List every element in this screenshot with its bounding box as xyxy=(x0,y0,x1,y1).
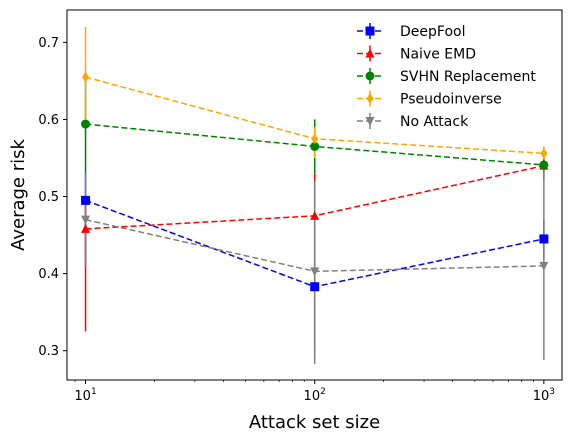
x-tick-label: 103 xyxy=(533,387,555,404)
data-point-deepfool xyxy=(81,195,91,205)
data-point-no-attack xyxy=(310,267,320,277)
legend-marker-pseudoinverse xyxy=(366,93,374,104)
y-tick-label: 0.5 xyxy=(38,190,59,205)
x-axis-label: Attack set size xyxy=(249,412,380,433)
data-point-svhn-replacement xyxy=(310,141,320,151)
data-point-pseudoinverse xyxy=(540,147,548,159)
legend-marker-naive-emd xyxy=(365,48,375,58)
y-tick-label: 0.4 xyxy=(38,267,59,282)
x-axis-ticks: 101 102 103 xyxy=(74,380,555,404)
data-point-naive-emd xyxy=(310,210,320,220)
y-axis-ticks: 0.3 0.4 0.5 0.6 0.7 xyxy=(38,36,67,359)
x-tick-label: 101 xyxy=(74,387,96,404)
data-point-deepfool xyxy=(539,234,549,244)
y-tick-label: 0.6 xyxy=(38,113,59,128)
series-markers xyxy=(81,71,549,292)
data-point-svhn-replacement xyxy=(539,160,549,170)
legend-marker-no-attack xyxy=(365,117,375,126)
legend-label-no-attack: No Attack xyxy=(400,114,469,130)
legend-label-svhn-replacement: SVHN Replacement xyxy=(400,69,536,85)
legend-marker-deepfool xyxy=(365,26,375,36)
legend-label-deepfool: DeepFool xyxy=(400,24,465,40)
data-point-no-attack xyxy=(539,261,549,271)
data-point-pseudoinverse xyxy=(82,71,90,83)
data-point-svhn-replacement xyxy=(81,119,91,129)
legend-label-naive-emd: Naive EMD xyxy=(400,47,476,63)
y-tick-label: 0.7 xyxy=(38,36,59,51)
data-point-naive-emd xyxy=(81,223,91,233)
x-tick-label: 102 xyxy=(304,387,326,404)
y-axis-label: Average risk xyxy=(8,139,29,251)
legend-marker-svhn-replacement xyxy=(365,71,375,81)
data-point-pseudoinverse xyxy=(311,133,319,145)
legend: DeepFool Naive EMD SVHN Replacement Pseudoi… xyxy=(357,23,536,130)
legend-label-pseudoinverse: Pseudoinverse xyxy=(400,92,502,108)
data-point-deepfool xyxy=(310,282,320,292)
y-tick-label: 0.3 xyxy=(38,344,59,359)
data-point-no-attack xyxy=(81,215,91,225)
